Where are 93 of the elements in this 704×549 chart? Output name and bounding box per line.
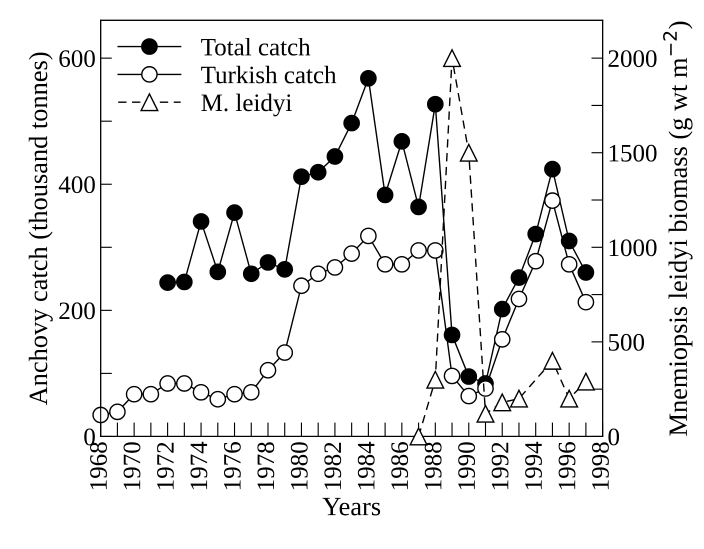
point	[560, 390, 578, 408]
point	[544, 160, 561, 178]
point	[476, 404, 495, 423]
point	[443, 49, 462, 68]
point	[376, 256, 394, 273]
x-tick-label: 1992	[492, 442, 508, 490]
point	[159, 274, 176, 291]
point	[260, 362, 276, 379]
point	[394, 256, 410, 273]
x-tick-label: 1980	[290, 442, 308, 490]
x-tick-label: 1996	[558, 442, 576, 490]
point	[543, 352, 562, 370]
point	[226, 386, 243, 403]
point	[560, 256, 578, 273]
point	[242, 265, 260, 282]
point	[494, 331, 511, 348]
y2-axis-title: Mnemiopsis leidyi biomass (g wt m$^{−2}$)	[663, 22, 693, 436]
point	[426, 370, 444, 389]
point	[276, 261, 294, 278]
legend-label: M. leidyi	[201, 94, 292, 116]
point	[209, 264, 226, 280]
x-tick-label: 1988	[424, 442, 442, 490]
point	[343, 114, 360, 132]
point	[326, 148, 344, 165]
point	[477, 380, 494, 397]
point	[192, 213, 210, 230]
point	[92, 406, 110, 424]
x-tick-label: 1972	[157, 442, 174, 490]
point	[242, 384, 260, 401]
y-tick-label: 600	[59, 50, 95, 68]
x-tick-label: 1976	[224, 442, 241, 490]
x-tick-label: 1990	[458, 442, 476, 490]
point	[142, 386, 160, 403]
point	[226, 204, 243, 221]
x-tick-label: 1970	[124, 442, 140, 490]
y-axis-title: Anchovy catch (thousand tonnes)	[28, 52, 53, 406]
point	[460, 144, 478, 162]
point	[376, 186, 394, 204]
y2-tick-label: 500	[608, 334, 644, 351]
point	[360, 228, 377, 244]
point	[493, 393, 512, 412]
point	[510, 269, 528, 286]
point	[360, 70, 377, 87]
point	[394, 133, 410, 150]
point	[426, 96, 444, 113]
point	[209, 390, 226, 408]
y2-tick-label: 1000	[610, 239, 657, 256]
point	[510, 390, 528, 408]
point	[310, 164, 327, 181]
x-tick-label: 1974	[190, 442, 208, 490]
y-tick-label: 400	[58, 176, 95, 194]
point	[109, 404, 126, 420]
point	[460, 388, 478, 404]
x-tick-label: 1978	[257, 442, 274, 490]
legend-label: Turkish catch	[201, 66, 336, 84]
y2-tick-label: 0	[608, 428, 620, 446]
point	[576, 372, 595, 391]
point	[544, 192, 561, 209]
point	[159, 375, 176, 392]
legend-label: Total catch	[201, 38, 310, 56]
point	[326, 259, 344, 276]
point	[260, 254, 276, 271]
x-tick-label: 1994	[525, 442, 542, 490]
point	[426, 242, 444, 259]
point	[560, 232, 578, 250]
x-tick-label: 1982	[324, 442, 342, 490]
point	[176, 375, 193, 392]
point	[578, 264, 594, 281]
point	[460, 368, 478, 385]
point	[578, 294, 594, 310]
point	[510, 290, 528, 308]
point	[276, 344, 294, 361]
x-tick-label: 1984	[358, 442, 375, 490]
point	[494, 300, 511, 318]
y2-tick-label: 1500	[610, 144, 657, 162]
point	[126, 386, 142, 403]
point	[527, 252, 544, 270]
point	[192, 384, 210, 401]
point	[176, 274, 193, 290]
point	[293, 277, 310, 294]
point	[343, 245, 360, 262]
x-axis-title: Years	[322, 498, 380, 516]
point	[310, 265, 327, 282]
point	[410, 198, 427, 216]
point	[410, 242, 427, 259]
point	[293, 168, 310, 186]
point	[444, 326, 460, 344]
point	[444, 368, 460, 384]
x-tick-label: 1986	[391, 442, 408, 490]
y2-tick-label: 2000	[608, 50, 657, 68]
point	[527, 226, 544, 242]
y-tick-label: 200	[59, 302, 95, 320]
x-tick-label: 1998	[592, 442, 609, 490]
